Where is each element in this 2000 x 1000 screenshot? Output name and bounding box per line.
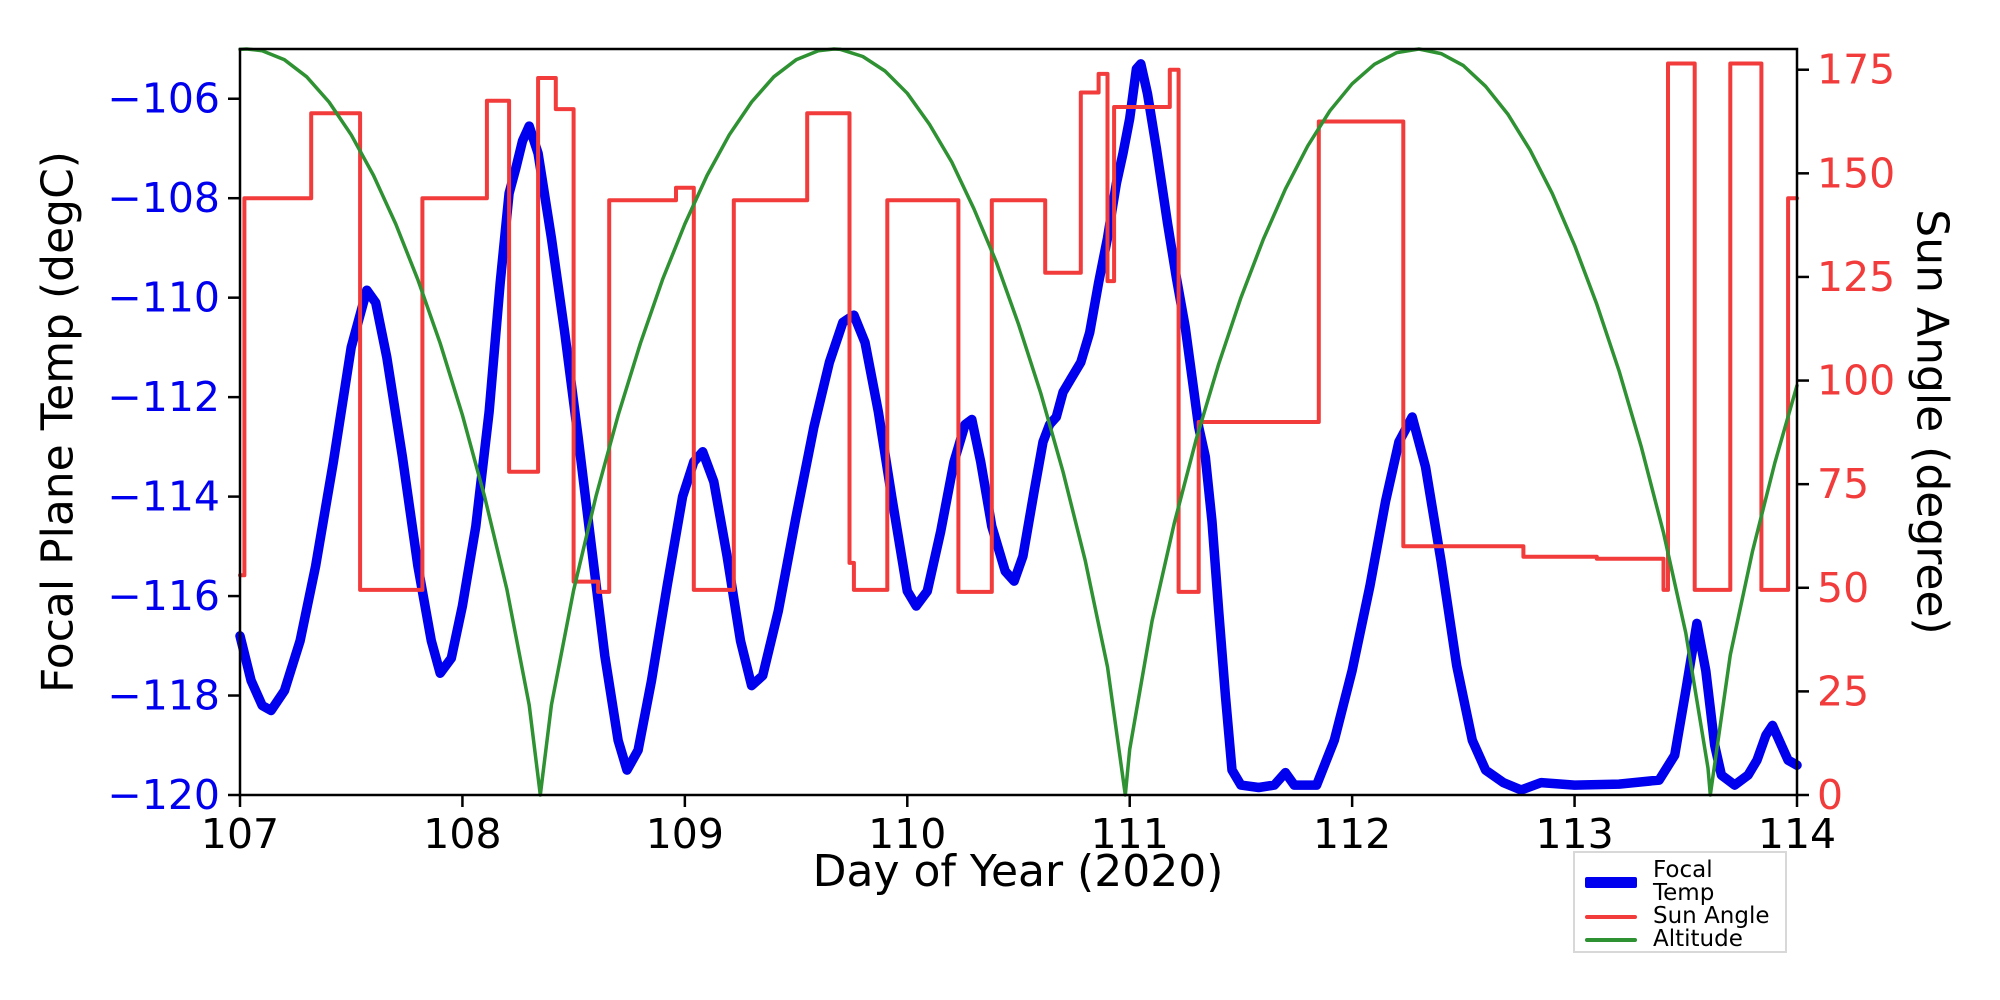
y-left-tick-label: −110 <box>107 274 220 322</box>
focal-temp-line <box>235 59 1802 795</box>
y-right-tick-label: 100 <box>1817 357 1895 405</box>
altitude-line <box>238 47 1799 797</box>
x-tick-label: 110 <box>868 810 946 858</box>
y-right-tick-label: 50 <box>1817 564 1869 612</box>
y-left-tick-label: −116 <box>107 572 220 620</box>
altitude-swatch <box>1585 937 1637 942</box>
y-axis-title-left: Focal Plane Temp (degC) <box>32 151 84 693</box>
legend-entry-altitude: Altitude <box>1585 928 1775 951</box>
y-left-tick-label: −108 <box>107 174 220 222</box>
y-left-tick-label: −118 <box>107 672 220 720</box>
y-right-tick-label: 175 <box>1817 46 1895 94</box>
sun-angle-line <box>238 61 1799 594</box>
focal-temp-swatch <box>1585 876 1637 888</box>
legend-entry-sun-angle: Sun Angle <box>1585 905 1775 928</box>
x-tick-label: 108 <box>423 810 501 858</box>
y-right-tick-label: 75 <box>1817 460 1869 508</box>
x-tick-label: 114 <box>1758 810 1836 858</box>
plot-frame <box>238 47 1799 797</box>
y-right-tick-label: 0 <box>1817 771 1843 819</box>
x-tick-label: 111 <box>1091 810 1169 858</box>
x-axis-title: Day of Year (2020) <box>812 846 1224 897</box>
x-tick-label: 109 <box>646 810 724 858</box>
y-right-tick-label: 125 <box>1817 253 1895 301</box>
legend-label-focal-temp: Focal Temp <box>1653 857 1715 906</box>
y-axis-title-right: Sun Angle (degree) <box>1906 209 1958 635</box>
legend: Focal Temp Sun Angle Altitude <box>1573 851 1787 953</box>
x-tick-label: 113 <box>1535 810 1613 858</box>
legend-label-sun-angle: Sun Angle <box>1653 903 1770 929</box>
sun-angle-swatch <box>1585 914 1637 919</box>
y-right-tick-label: 25 <box>1817 667 1869 715</box>
y-right-tick-label: 150 <box>1817 149 1895 197</box>
y-left-tick-label: −106 <box>107 75 220 123</box>
x-tick-label: 112 <box>1313 810 1391 858</box>
y-left-tick-label: −120 <box>107 771 220 819</box>
legend-entry-focal-temp: Focal Temp <box>1585 859 1775 905</box>
legend-label-altitude: Altitude <box>1653 926 1743 952</box>
y-left-tick-label: −114 <box>107 473 220 521</box>
x-tick-label: 107 <box>201 810 279 858</box>
y-left-tick-label: −112 <box>107 373 220 421</box>
